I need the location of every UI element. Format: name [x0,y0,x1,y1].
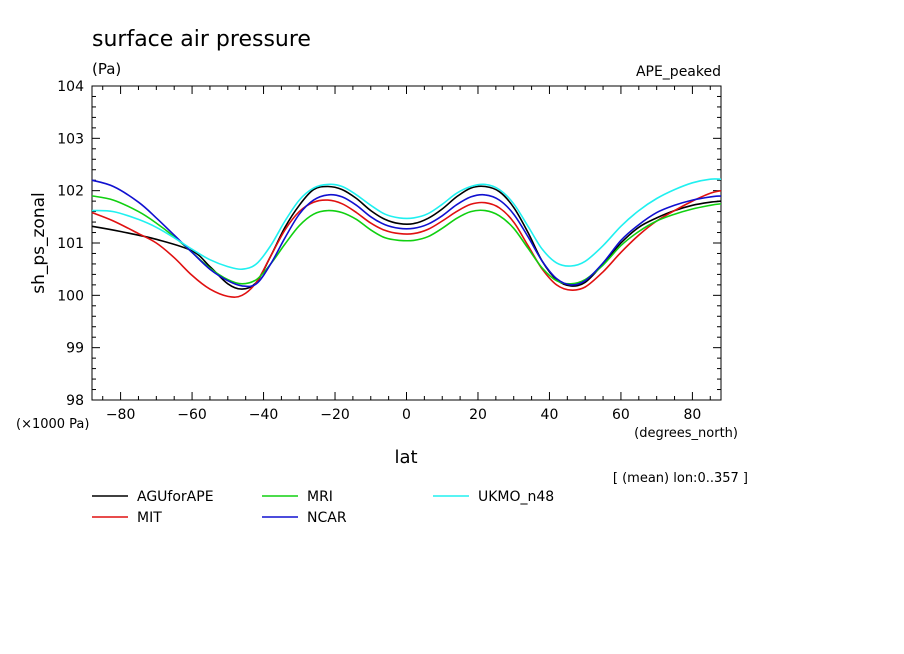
legend-label: AGUforAPE [137,489,214,505]
chart-title: surface air pressure [92,27,311,52]
y-scale-note: (×1000 Pa) [16,417,89,432]
legend-label: MRI [307,489,333,505]
x-tick-labels: −80 −60 −40 −20 0 20 40 60 80 [106,407,702,423]
y-tick-label: 100 [57,288,84,304]
averaging-note: [ (mean) lon:0..357 ] [613,471,748,486]
y-tick-label: 104 [57,79,84,95]
legend-label: UKMO_n48 [478,489,554,505]
y-tick-label: 99 [66,341,84,357]
x-tick-label: −40 [249,407,279,423]
x-tick-label: 0 [402,407,411,423]
series-lines [91,178,722,298]
x-tick-label: 20 [469,407,487,423]
x-units-label: (degrees_north) [634,426,738,441]
series-line-mri [91,195,722,285]
y-tick-label: 98 [66,393,84,409]
legend-label: MIT [137,510,162,526]
y-tick-label: 102 [57,184,84,200]
axis-ticks [92,85,721,401]
legend: AGUforAPE MIT MRI NCAR UKMO_n48 [92,489,554,526]
y-tick-labels: 98 99 100 101 102 103 104 [57,79,84,409]
y-axis-label: sh_ps_zonal [29,192,49,294]
x-axis-label: lat [394,447,417,468]
legend-label: NCAR [307,510,347,526]
y-tick-label: 101 [57,236,84,252]
x-tick-label: 40 [541,407,559,423]
experiment-label: APE_peaked [636,64,721,80]
series-line-mit [91,189,722,298]
x-tick-label: −80 [106,407,136,423]
series-line-ukmo_n48 [91,178,722,271]
plot-frame [91,85,722,401]
chart-units: (Pa) [92,60,121,78]
y-tick-label: 103 [57,131,84,147]
x-tick-label: 60 [612,407,630,423]
x-tick-label: −20 [320,407,350,423]
series-line-aguforape [91,185,722,290]
series-line-ncar [91,179,722,288]
x-tick-label: 80 [683,407,701,423]
x-tick-label: −60 [177,407,207,423]
